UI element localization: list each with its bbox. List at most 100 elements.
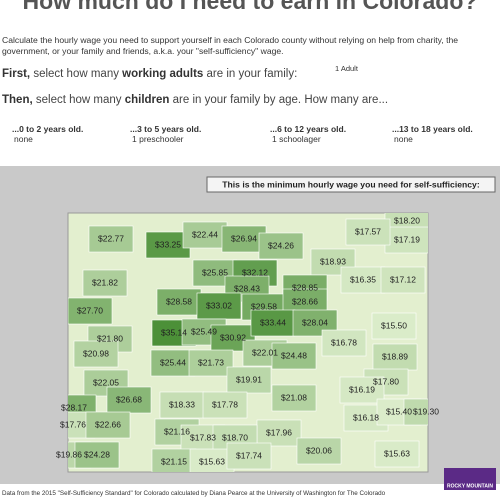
label: ...6 to 12 years old.	[270, 124, 347, 134]
age-group[interactable]: ...0 to 2 years old. none	[12, 124, 83, 144]
text: select how many	[32, 94, 125, 106]
text: are in your family by age. How many are.…	[169, 94, 389, 106]
legend-box	[206, 176, 496, 193]
county	[345, 218, 391, 246]
county-wage: $18.33	[169, 399, 195, 409]
label: ...13 to 18 years old.	[392, 124, 473, 134]
county-wage: $22.05	[93, 377, 119, 387]
county-wage: $28.66	[292, 296, 318, 306]
county	[74, 441, 120, 469]
county-wage: $21.82	[92, 277, 118, 287]
age-group[interactable]: ...3 to 5 years old. 1 preschooler	[130, 124, 201, 144]
county-wage: $25.44	[160, 357, 186, 367]
text: select how many	[30, 68, 123, 80]
county	[202, 391, 248, 419]
county-wage: $15.40	[386, 406, 412, 416]
county-wage: $21.15	[161, 456, 187, 466]
county-wage: $17.78	[212, 399, 238, 409]
county-wage: $22.44	[192, 229, 218, 239]
county	[73, 340, 119, 368]
county-wage: $16.35	[350, 274, 376, 284]
county-wage: $16.78	[331, 337, 357, 347]
logo-mark	[444, 468, 496, 490]
county-wage: $24.26	[268, 240, 294, 250]
county-wage: $24.28	[84, 449, 110, 459]
county-wage: $33.25	[155, 239, 181, 249]
county	[159, 391, 205, 419]
county-wage: $21.73	[198, 357, 224, 367]
county-wage: $21.80	[97, 333, 123, 343]
label: ...3 to 5 years old.	[130, 124, 202, 134]
adult-select[interactable]: 1 Adult	[335, 64, 358, 73]
county	[85, 411, 131, 439]
county-wage: $29.58	[251, 301, 277, 311]
county-wage: $20.06	[306, 445, 332, 455]
county	[296, 437, 342, 465]
county-wage: $33.44	[260, 317, 286, 327]
lead: Then,	[2, 94, 33, 106]
county	[188, 349, 234, 377]
county	[374, 440, 420, 468]
county-wage: $28.17	[61, 402, 87, 412]
value: 1 schoolager	[272, 134, 321, 144]
county	[271, 342, 317, 370]
county	[403, 398, 428, 426]
county-wage: $24.48	[281, 350, 307, 360]
county-wage: $19.86	[56, 449, 82, 459]
county-wage: $21.08	[281, 392, 307, 402]
county	[82, 269, 128, 297]
title: How much do I need to earn in Colorado?	[22, 0, 478, 14]
county-wage: $17.96	[266, 427, 292, 437]
county	[256, 419, 302, 447]
county-wage: $17.76	[60, 419, 86, 429]
age-group[interactable]: ...13 to 18 years old. none	[392, 124, 473, 144]
value: 1 preschooler	[132, 134, 184, 144]
county-wage: $16.19	[349, 384, 375, 394]
county-wage: $22.01	[252, 347, 278, 357]
county	[145, 231, 191, 259]
county-wage: $21.16	[164, 426, 190, 436]
logo: ROCKY MOUNTAIN	[447, 483, 493, 489]
county-wage: $27.70	[77, 305, 103, 315]
county-wage: $19.30	[413, 406, 439, 416]
county	[340, 266, 386, 294]
county	[271, 384, 317, 412]
county-wage: $19.91	[236, 374, 262, 384]
county-wage: $26.94	[231, 233, 257, 243]
county-wage: $17.19	[394, 234, 420, 244]
county	[371, 312, 417, 340]
county-wage: $26.68	[116, 394, 142, 404]
county-wage: $18.93	[320, 256, 346, 266]
county-wage: $18.70	[222, 432, 248, 442]
bold: children	[124, 94, 170, 106]
county	[226, 442, 272, 470]
value: none	[394, 134, 413, 144]
county	[221, 225, 267, 253]
county-wage: $15.50	[381, 320, 407, 330]
county-wage: $25.85	[202, 267, 228, 277]
age-group[interactable]: ...6 to 12 years old. 1 schoolager	[270, 124, 346, 144]
value: none	[14, 134, 33, 144]
county-wage: $28.58	[166, 296, 192, 306]
description: Calculate the hourly wage you need to su…	[2, 35, 459, 56]
county	[68, 297, 113, 325]
county-wage: $20.98	[83, 348, 109, 358]
step1: First, select how many working adults ar…	[2, 68, 297, 80]
county-wage: $28.85	[292, 282, 318, 292]
county-wage: $17.57	[355, 226, 381, 236]
county	[83, 369, 129, 397]
county-wage: $16.18	[353, 412, 379, 422]
county-wage: $25.49	[191, 326, 217, 336]
county	[150, 349, 196, 377]
lead: First,	[2, 68, 31, 80]
county	[380, 266, 426, 294]
county-wage: $32.12	[242, 267, 268, 277]
county-wage: $17.80	[373, 376, 399, 386]
county	[258, 232, 304, 260]
county	[226, 366, 272, 394]
footer: Data from the 2015 "Self-Sufficiency Sta…	[2, 490, 386, 497]
county	[384, 226, 428, 254]
county	[339, 376, 385, 404]
